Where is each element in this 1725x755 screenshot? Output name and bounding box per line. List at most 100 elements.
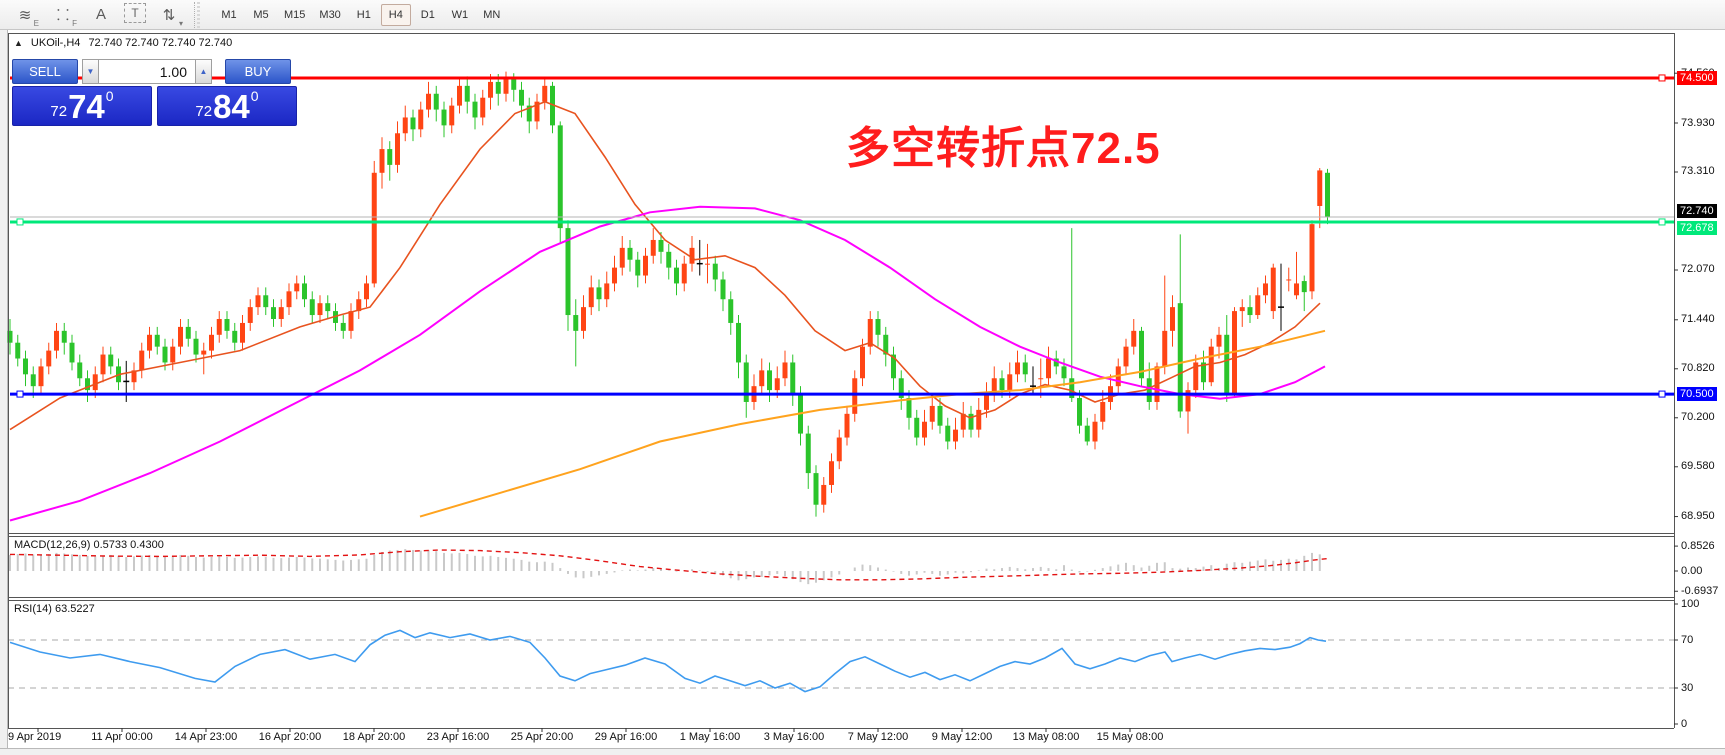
candle-body (185, 326, 191, 339)
candle-body (457, 85, 462, 106)
candle-body (875, 318, 881, 335)
candle-body (689, 247, 695, 264)
candle-body (108, 354, 114, 367)
price-tick-label: 68.950 (1681, 510, 1715, 523)
price-tick-label: 72.070 (1681, 263, 1715, 276)
candle-body (387, 149, 393, 165)
text-label-icon[interactable]: A (95, 6, 106, 23)
candle-body (1053, 358, 1059, 367)
candle-body (526, 105, 532, 122)
time-label: 29 Apr 16:00 (594, 731, 658, 743)
candle-body (1123, 346, 1129, 367)
buy-button[interactable]: BUY (225, 59, 291, 84)
candle-body (356, 299, 362, 312)
candle-body (627, 247, 633, 260)
rsi-label: RSI(14) 63.5227 (14, 603, 95, 615)
candle-body (1185, 390, 1191, 412)
candle-body (1309, 224, 1315, 292)
candle-body (30, 374, 36, 387)
text-box-icon[interactable]: T (124, 2, 146, 23)
pivot-line-handle[interactable] (1658, 218, 1666, 226)
timeframe-m15[interactable]: M15 (284, 8, 306, 21)
time-label: 15 May 08:00 (1096, 731, 1164, 743)
sell-price-big: 74 (68, 88, 105, 125)
pivot-line-handle[interactable] (16, 218, 24, 226)
candle-body (736, 322, 741, 363)
candle-body (1061, 366, 1067, 379)
candle-body (1038, 378, 1044, 380)
candle-body (495, 81, 501, 94)
buy-price-prefix: 72 (195, 103, 213, 120)
arrange-windows-icon[interactable]: ⇅ ▾ (162, 6, 183, 28)
timeframe-m1[interactable]: M1 (221, 8, 237, 21)
support-line-handle[interactable] (16, 390, 24, 398)
timeframe-m5[interactable]: M5 (253, 8, 269, 21)
support-line-handle[interactable] (1658, 390, 1666, 398)
candle-body (712, 263, 718, 280)
candle-body (317, 303, 323, 316)
candle-body (480, 97, 486, 118)
timeframe-m30[interactable]: M30 (319, 8, 341, 21)
candle-body (999, 378, 1005, 391)
volume-input[interactable] (99, 59, 195, 84)
timeframe-w1[interactable]: W1 (451, 8, 469, 21)
candle-body (929, 405, 935, 422)
candle-body (379, 149, 385, 173)
time-label: 23 Apr 16:00 (426, 731, 490, 743)
candle-body (488, 81, 493, 98)
candle-body (1069, 378, 1075, 399)
timeframe-h4[interactable]: H4 (380, 3, 411, 26)
candle-body (278, 307, 284, 319)
rsi-line (9, 629, 1327, 693)
candle-body (705, 263, 710, 265)
candle-body (720, 279, 726, 300)
window-bottom-edge (0, 748, 1725, 755)
resistance-line-handle[interactable] (1658, 74, 1666, 82)
candle-body (23, 358, 28, 375)
candle-body (906, 398, 912, 418)
candle-body (922, 421, 927, 438)
candle-body (54, 330, 59, 351)
candle-body (263, 295, 269, 308)
candle-body (844, 413, 850, 438)
sell-button[interactable]: SELL (12, 59, 78, 84)
candle-body (805, 433, 811, 474)
indicator-lines-icon[interactable]: ≋ E (18, 6, 39, 28)
timeframe-h1[interactable]: H1 (356, 8, 371, 21)
candle-body (612, 267, 617, 284)
candle-body (433, 93, 439, 110)
time-label: 16 Apr 20:00 (258, 731, 322, 743)
candle-body (658, 239, 664, 252)
candle-body (557, 125, 563, 229)
annotation-text: 多空转折点72.5 (846, 124, 1161, 173)
grid-icon[interactable]: ⸬ F (56, 6, 77, 28)
candle-body (976, 409, 982, 430)
candle-body (139, 350, 145, 371)
candle-body (1170, 307, 1175, 331)
volume-up-button[interactable]: ▲ (195, 59, 212, 84)
buy-price-display[interactable]: 72 84 0 (157, 86, 297, 126)
timeframe-mn[interactable]: MN (483, 8, 501, 21)
timeframe-d1[interactable]: D1 (420, 8, 435, 21)
candle-body (1216, 334, 1222, 347)
time-label: 13 May 08:00 (1012, 731, 1080, 743)
candle-body (371, 172, 377, 284)
collapse-icon[interactable]: ▲ (14, 38, 23, 48)
candle-body (325, 303, 331, 312)
candle-body (542, 85, 548, 102)
candle-body (619, 247, 625, 268)
candle-body (937, 405, 943, 426)
volume-down-button[interactable]: ▼ (82, 59, 99, 84)
candle-body (38, 366, 44, 387)
candle-body (302, 283, 307, 300)
candle-body (309, 299, 315, 316)
time-label: 9 Apr 2019 (8, 731, 62, 743)
price-tick-label: 73.310 (1681, 165, 1715, 178)
top-toolbar: ≋ E ⸬ F A T ⇅ ▾ M1 M5 M15 M30 H1 H4 D1 W1 MN (0, 0, 1725, 30)
candle-body (162, 346, 168, 363)
candle-body (418, 109, 424, 130)
symbol-header: ▲ UKOil-,H4 72.740 72.740 72.740 72.740 (14, 37, 232, 49)
candle-body (1270, 267, 1276, 312)
sell-price-display[interactable]: 72 74 0 (12, 86, 152, 126)
